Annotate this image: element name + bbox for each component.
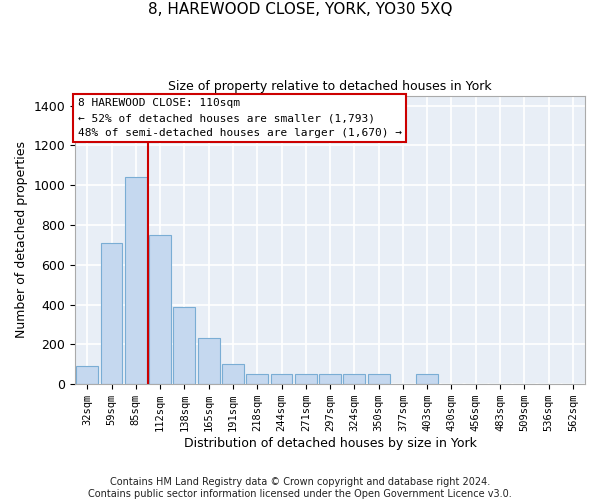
Bar (101, 243, 122, 384)
Bar (368, 374, 389, 384)
Bar (416, 374, 438, 384)
Text: 8, HAREWOOD CLOSE, YORK, YO30 5XQ: 8, HAREWOOD CLOSE, YORK, YO30 5XQ (148, 2, 452, 18)
X-axis label: Distribution of detached houses by size in York: Distribution of detached houses by size … (184, 437, 476, 450)
Bar (343, 374, 365, 384)
Title: Size of property relative to detached houses in York: Size of property relative to detached ho… (168, 80, 492, 93)
Bar (222, 364, 244, 384)
Bar (76, 366, 98, 384)
Bar (319, 374, 341, 384)
Bar (247, 374, 268, 384)
Y-axis label: Number of detached properties: Number of detached properties (15, 142, 28, 338)
Text: Contains HM Land Registry data © Crown copyright and database right 2024.
Contai: Contains HM Land Registry data © Crown c… (88, 478, 512, 499)
Bar (149, 235, 171, 384)
Bar (173, 306, 196, 384)
Bar (125, 177, 147, 384)
Text: 8 HAREWOOD CLOSE: 110sqm
← 52% of detached houses are smaller (1,793)
48% of sem: 8 HAREWOOD CLOSE: 110sqm ← 52% of detach… (78, 98, 402, 138)
Bar (295, 374, 317, 384)
Bar (271, 374, 292, 384)
Bar (198, 338, 220, 384)
